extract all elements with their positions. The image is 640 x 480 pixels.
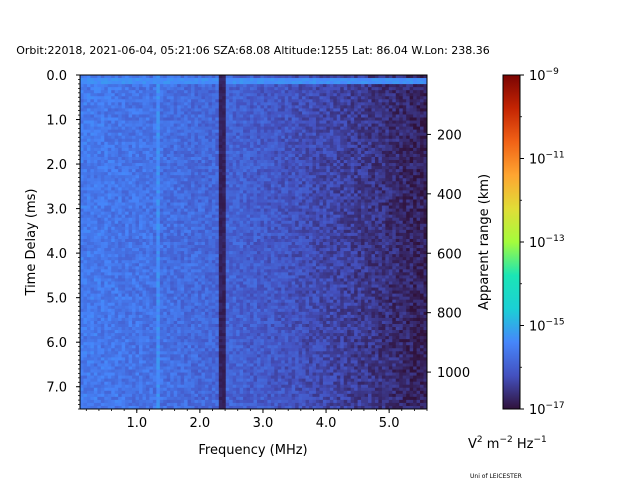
y-tick-label: 2.0 bbox=[46, 158, 67, 173]
x-tick-label: 1.0 bbox=[126, 416, 147, 431]
colorbar-gradient bbox=[503, 75, 520, 409]
range-tick-label: 800 bbox=[437, 307, 462, 322]
plot-frame bbox=[79, 74, 428, 410]
y-tick-label: 0.0 bbox=[46, 69, 67, 84]
colorbar-units: V2 m−2 Hz−1 bbox=[468, 435, 547, 452]
range-tick-label: 200 bbox=[437, 128, 462, 143]
x-tick-label: 4.0 bbox=[316, 416, 337, 431]
y-axis: 0.0 1.0 2.0 3.0 4.0 5.0 6.0 7.0 bbox=[46, 69, 80, 410]
y-tick-label: 7.0 bbox=[46, 381, 67, 396]
range-tick-label: 1000 bbox=[437, 366, 470, 381]
y-tick-label: 4.0 bbox=[46, 247, 67, 262]
x-tick-label: 3.0 bbox=[253, 416, 274, 431]
y-tick-label: 6.0 bbox=[46, 336, 67, 351]
colorbar-tick-label: 10−17 bbox=[529, 401, 565, 418]
colorbar-axis: 10−9 10−11 10−13 10−15 10−17 bbox=[520, 67, 565, 418]
y-tick-label: 3.0 bbox=[46, 203, 67, 218]
colorbar-tick-label: 10−13 bbox=[529, 234, 565, 251]
range-tick-label: 400 bbox=[437, 188, 462, 203]
x-tick-label: 2.0 bbox=[190, 416, 211, 431]
chart-title: Orbit:22018, 2021-06-04, 05:21:06 SZA:68… bbox=[16, 44, 490, 57]
y-axis-label: Time Delay (ms) bbox=[24, 189, 39, 297]
colorbar-tick-label: 10−9 bbox=[529, 67, 559, 84]
range-tick-label: 600 bbox=[437, 247, 462, 262]
colorbar-tick-label: 10−15 bbox=[529, 318, 565, 335]
x-axis-label: Frequency (MHz) bbox=[198, 443, 307, 458]
apparent-range-label: Apparent range (km) bbox=[477, 174, 492, 310]
apparent-range-axis: 200 400 600 800 1000 bbox=[427, 128, 470, 381]
heatmap-plot-area bbox=[80, 75, 428, 410]
colorbar-tick-label: 10−11 bbox=[529, 151, 565, 168]
y-tick-label: 5.0 bbox=[46, 292, 67, 307]
y-tick-label: 1.0 bbox=[46, 114, 67, 129]
x-tick-label: 5.0 bbox=[379, 416, 400, 431]
credit-text: Uni of LEICESTER bbox=[470, 473, 522, 480]
x-axis: 1.0 2.0 3.0 4.0 5.0 bbox=[85, 409, 428, 431]
